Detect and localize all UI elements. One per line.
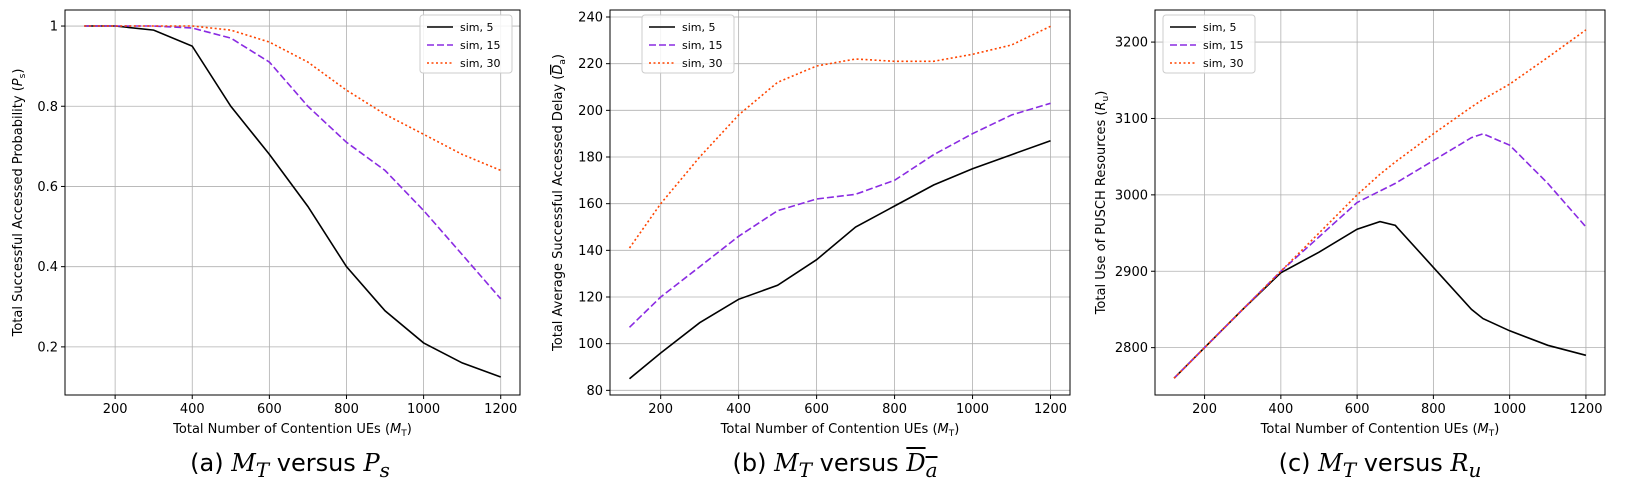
caption-b: (b) MT versus Da [732,449,938,482]
x-tick-label: 800 [882,402,907,417]
plot-frame [609,9,1071,396]
series-line-sim-15 [84,25,502,300]
x-tick-label: 1000 [1493,402,1526,417]
legend-label: sim, 30 [460,57,501,70]
y-tick-label: 120 [578,291,603,306]
x-tick-label: 600 [1345,402,1370,417]
plot-frame [1154,9,1606,396]
series-line-sim-30 [1173,29,1587,379]
legend-label: sim, 5 [682,21,716,34]
legend-label: sim, 15 [682,39,723,52]
y-tick-label: 0.4 [37,260,58,275]
x-tick-label: 200 [1192,402,1217,417]
chart-panel-a: 200 400 600 800 1000 1200 0.2 0.4 0.6 0.8 1 Total N… [0,0,540,444]
y-tick-label: 2900 [1115,265,1148,280]
series-line-sim-5 [628,139,1051,380]
x-tick-label: 800 [334,402,359,417]
y-tick-label: 0.6 [37,180,58,195]
y-tick-label: 0.8 [37,100,58,115]
y-tick-label: 2800 [1115,341,1148,356]
legend-label: sim, 30 [1203,57,1244,70]
chart-c: 200 400 600 800 1000 1200 2800 2900 3000 3100 3200… [1094,9,1606,439]
x-axis-label: Total Number of Contention UEs (MT) [1260,422,1500,439]
x-tick-label: 400 [180,402,205,417]
y-tick-label: 3000 [1115,188,1148,203]
y-tick-label: 140 [578,244,603,259]
x-axis-label: Total Number of Contention UEs (MT) [720,422,960,439]
legend: sim, 5 sim, 15 sim, 30 [419,14,513,74]
y-tick-label: 180 [578,151,603,166]
chart-panel-c: 200 400 600 800 1000 1200 2800 2900 3000 3100 3200… [1090,0,1625,444]
x-tick-label: 800 [1421,402,1446,417]
x-axis-label: Total Number of Contention UEs (MT) [172,422,412,439]
chart-b: 200 400 600 800 1000 1200 80 100 120 140 160 180 200… [551,9,1071,439]
y-tick-label: 3200 [1115,36,1148,51]
series-line-sim-15 [1173,132,1587,379]
x-tick-label: 400 [1268,402,1293,417]
legend-label: sim, 15 [1203,39,1244,52]
x-tick-label: 600 [804,402,829,417]
x-tick-label: 600 [257,402,282,417]
y-tick-label: 80 [586,384,603,399]
x-tick-label: 1200 [484,402,517,417]
x-tick-label: 400 [726,402,751,417]
y-axis-label: Total Average Successful Accessed Delay … [551,54,568,352]
y-tick-label: 200 [578,104,603,119]
chart-panel-b: 200 400 600 800 1000 1200 80 100 120 140 160 180 200… [545,0,1085,444]
y-tick-label: 220 [578,57,603,72]
caption-c: (c) MT versus Ru [1278,449,1482,482]
y-tick-label: 1 [50,20,58,35]
y-tick-label: 0.2 [37,340,58,355]
x-tick-label: 200 [648,402,673,417]
y-tick-label: 240 [578,11,603,26]
y-tick-label: 160 [578,197,603,212]
series-line-sim-5 [1173,220,1587,379]
legend: sim, 5 sim, 15 sim, 30 [1162,14,1256,74]
x-tick-label: 1000 [407,402,440,417]
legend-label: sim, 15 [460,39,501,52]
legend-label: sim, 30 [682,57,723,70]
legend-box [641,14,735,74]
x-tick-label: 1200 [1569,402,1602,417]
x-tick-label: 1000 [956,402,989,417]
x-tick-label: 200 [103,402,128,417]
y-tick-label: 100 [578,337,603,352]
series-line-sim-30 [628,25,1051,249]
legend-box [419,14,513,74]
series-line-sim-15 [628,102,1051,328]
legend-label: sim, 5 [1203,21,1237,34]
series-line-sim-5 [84,25,501,378]
series-line-sim-30 [84,25,502,172]
legend-label: sim, 5 [460,21,494,34]
caption-a: (a) MT versus Ps [190,449,390,482]
legend: sim, 5 sim, 15 sim, 30 [641,14,735,74]
plot-frame [64,9,521,396]
chart-a: 200 400 600 800 1000 1200 0.2 0.4 0.6 0.8 1 Total N… [11,9,521,439]
x-tick-label: 1200 [1034,402,1067,417]
legend-box [1162,14,1256,74]
y-tick-label: 3100 [1115,112,1148,127]
y-axis-label: Total Use of PUSCH Resources (Ru) [1094,91,1111,316]
y-axis-label: Total Successful Accessed Probability (P… [11,69,28,338]
